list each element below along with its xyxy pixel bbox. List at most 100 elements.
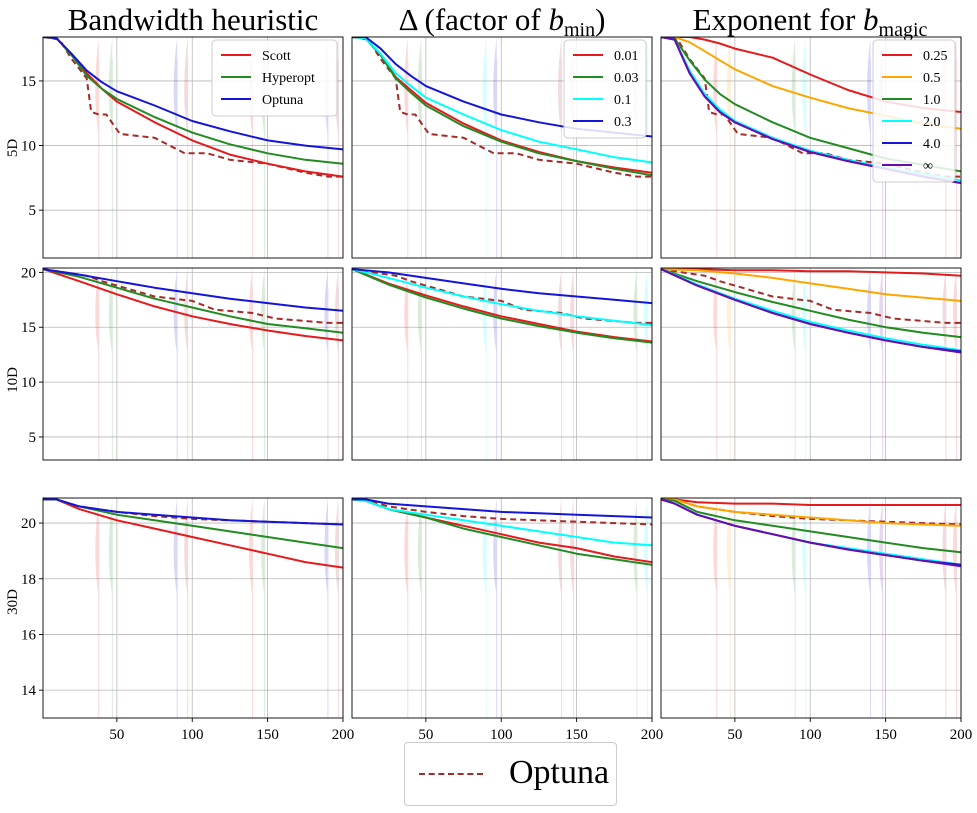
legend-frame — [211, 39, 338, 117]
y-tick-label: 5 — [29, 430, 37, 446]
y-tick-label: 18 — [21, 572, 36, 588]
figure-legend: Optuna — [404, 742, 617, 806]
y-tick-label: 16 — [21, 627, 37, 643]
x-tick-label: 200 — [641, 727, 664, 743]
series-line-0-01 — [352, 498, 652, 564]
distribution-band — [95, 268, 99, 460]
distribution-band — [417, 498, 422, 718]
optuna-dashed-swatch — [419, 773, 483, 775]
distribution-band — [802, 268, 806, 460]
panel-frame — [351, 267, 653, 461]
series-line-0-01 — [352, 268, 652, 343]
panel-frame — [351, 36, 653, 259]
panel-frame — [660, 36, 962, 259]
x-tick-label: 150 — [256, 727, 279, 743]
distribution-band — [867, 268, 871, 460]
x-tick-label: 50 — [418, 727, 433, 743]
distribution-band — [942, 498, 946, 718]
distribution-band — [570, 498, 574, 718]
series-line-optuna — [43, 268, 343, 312]
series-line-scott — [43, 498, 343, 569]
distribution-band — [791, 498, 796, 718]
panel-frame — [42, 36, 344, 259]
distribution-band — [558, 498, 562, 718]
x-tick-label: 100 — [490, 727, 513, 743]
legend-frame — [563, 39, 647, 139]
series-lines — [43, 498, 343, 569]
distribution-band — [802, 37, 806, 258]
distribution-band — [952, 268, 957, 460]
x-tick-label: 50 — [109, 727, 124, 743]
distribution-band — [404, 498, 408, 718]
distribution-band — [261, 498, 265, 718]
distribution-band — [108, 37, 113, 258]
legend-frame — [872, 39, 956, 183]
series-line-optuna-dashed — [352, 498, 652, 526]
distribution-band — [173, 268, 178, 460]
distribution-band — [493, 268, 497, 460]
series-line-inf — [661, 498, 961, 568]
series-line-0-25 — [661, 268, 961, 277]
series-line-0-1 — [352, 498, 652, 547]
distribution-band — [879, 498, 883, 718]
distribution-band — [249, 498, 253, 718]
panel-frame — [42, 267, 344, 461]
distribution-band — [558, 37, 562, 258]
series-lines — [661, 498, 961, 568]
distribution-band — [482, 37, 487, 258]
series-lines — [43, 37, 343, 178]
x-tick-label: 150 — [565, 727, 588, 743]
series-line-optuna — [43, 37, 343, 151]
distribution-band — [108, 498, 113, 718]
distribution-bands — [404, 268, 648, 460]
distribution-band — [261, 268, 265, 460]
panel-3-3: 50 100 150 200 — [660, 497, 972, 743]
series-line-1-0 — [661, 268, 961, 339]
x-tick-label: 200 — [332, 727, 355, 743]
legend-label-inf: ∞ — [923, 159, 933, 174]
column-title-bandwidth-heuristic: Bandwidth heuristic — [68, 2, 319, 37]
panel-2-2 — [351, 267, 653, 461]
distribution-band — [867, 37, 871, 258]
distribution-band — [173, 498, 178, 718]
distribution-band — [404, 37, 408, 258]
distribution-band — [184, 498, 188, 718]
panel-2-1: 5 10 15 20 — [21, 265, 344, 461]
panel-frame — [42, 497, 344, 719]
series-lines — [661, 268, 961, 354]
distribution-band — [482, 268, 487, 460]
distribution-band — [404, 268, 408, 460]
panel-grid: 51015ScottHyperoptOptuna0.010.030.10.30.… — [21, 36, 972, 743]
legend-label-1-0: 1.0 — [923, 93, 941, 108]
distribution-band — [324, 498, 328, 718]
distribution-bands — [404, 498, 648, 718]
legend-label-0-3: 0.3 — [614, 115, 632, 130]
distribution-band — [184, 268, 188, 460]
legend-label-0-01: 0.01 — [614, 49, 639, 64]
distribution-band — [493, 498, 497, 718]
distribution-band — [726, 498, 731, 718]
series-line-0-03 — [352, 268, 652, 344]
distribution-band — [802, 498, 806, 718]
row-label-5d: 5D — [5, 139, 21, 158]
y-tick-label: 14 — [21, 683, 37, 699]
legend-box: Scott Hyperopt Optuna — [211, 39, 338, 117]
legend-label-0-25: 0.25 — [923, 49, 948, 64]
distribution-band — [482, 498, 487, 718]
y-tick-label: 5 — [29, 203, 37, 219]
series-line-2-0 — [661, 268, 961, 352]
distribution-band — [867, 498, 871, 718]
legend-label-0-03: 0.03 — [614, 71, 639, 86]
row-label-10d: 10D — [5, 367, 21, 393]
legend-box: 0.25 0.5 1.0 2.0 4.0 ∞ — [872, 39, 956, 183]
distribution-band — [334, 498, 339, 718]
x-tick-label: 50 — [727, 727, 742, 743]
panel-3-2: 50 100 150 200 — [351, 497, 664, 743]
series-line-0-3 — [352, 268, 652, 305]
series-lines — [352, 498, 652, 566]
distribution-band — [633, 498, 637, 718]
series-line-0-1 — [352, 37, 652, 164]
series-line-0-1 — [352, 268, 652, 327]
y-tick-label: 10 — [21, 139, 36, 155]
